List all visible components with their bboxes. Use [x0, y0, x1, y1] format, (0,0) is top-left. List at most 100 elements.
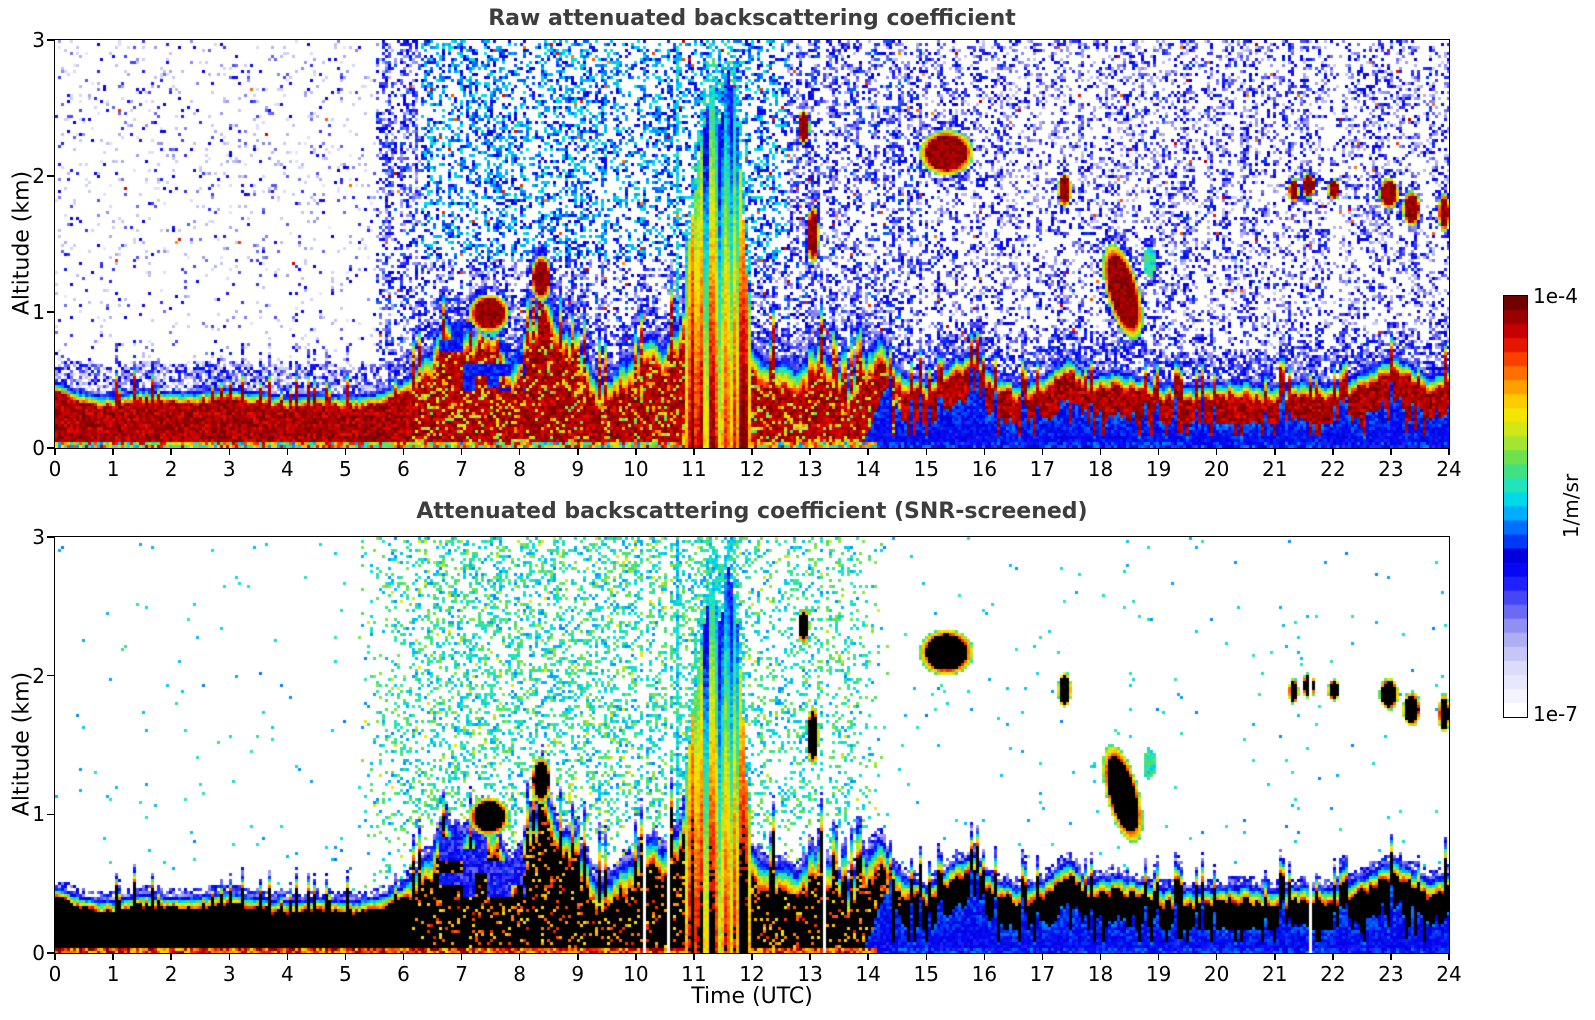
x-tick — [1274, 953, 1276, 960]
x-tick-label: 11 — [681, 962, 707, 986]
x-tick — [1448, 953, 1450, 960]
x-tick-label: 10 — [623, 962, 649, 986]
x-tick-label: 5 — [339, 962, 352, 986]
y-tick — [47, 447, 54, 449]
x-tick-label: 14 — [855, 962, 881, 986]
x-tick — [1332, 953, 1334, 960]
x-tick-label: 3 — [222, 962, 236, 986]
panel1-y-axis-label: Altitude (km) — [9, 170, 35, 316]
colorbar — [1503, 295, 1527, 717]
y-tick — [47, 39, 54, 41]
x-tick-label: 9 — [571, 457, 585, 481]
x-tick-label: 4 — [280, 457, 294, 481]
y-tick-label: 2 — [32, 164, 45, 188]
x-tick — [1157, 953, 1160, 960]
x-tick — [809, 448, 811, 455]
x-tick-label: 15 — [913, 962, 939, 986]
x-tick — [54, 448, 56, 455]
y-tick — [47, 813, 54, 816]
x-tick-label: 7 — [455, 457, 468, 481]
x-tick-label: 22 — [1320, 457, 1346, 481]
x-tick-label: 11 — [681, 457, 707, 481]
x-tick-label: 21 — [1262, 962, 1288, 986]
x-tick — [170, 448, 172, 455]
x-tick-label: 20 — [1203, 457, 1230, 481]
x-tick — [228, 953, 230, 960]
y-tick — [47, 674, 54, 677]
x-tick-label: 3 — [222, 457, 236, 481]
x-tick — [1157, 448, 1160, 455]
x-tick-label: 12 — [739, 962, 765, 986]
x-tick — [1448, 448, 1450, 455]
x-tick — [286, 448, 289, 455]
x-tick — [867, 953, 869, 960]
x-tick-label: 0 — [48, 962, 62, 986]
x-tick-label: 2 — [164, 962, 178, 986]
x-tick-label: 17 — [1029, 962, 1056, 986]
x-tick-label: 8 — [513, 962, 527, 986]
panel1-plot-frame — [53, 38, 1450, 449]
x-tick-label: 9 — [571, 962, 585, 986]
x-tick-label: 10 — [623, 457, 649, 481]
x-tick-label: 6 — [397, 962, 410, 986]
x-tick-label: 0 — [48, 457, 62, 481]
panel1-title: Raw attenuated backscattering coefficien… — [488, 6, 1016, 31]
x-tick-label: 16 — [971, 962, 998, 986]
x-tick-label: 20 — [1203, 962, 1230, 986]
x-tick — [1041, 953, 1044, 960]
x-tick — [693, 953, 695, 960]
x-tick — [1215, 448, 1218, 455]
x-tick-label: 1 — [106, 457, 120, 481]
x-tick — [635, 448, 637, 455]
x-tick — [867, 448, 869, 455]
y-tick — [47, 536, 54, 538]
x-tick — [112, 953, 114, 960]
x-tick — [344, 448, 347, 455]
x-tick-label: 12 — [739, 457, 765, 481]
x-tick — [693, 448, 695, 455]
x-tick-label: 4 — [280, 962, 294, 986]
colorbar-unit-label: 1/m/sr — [1559, 473, 1583, 539]
colorbar-frame — [1502, 294, 1528, 718]
y-tick — [47, 175, 54, 177]
panel2-heatmap — [54, 536, 1449, 953]
x-tick — [460, 953, 463, 960]
x-tick — [1215, 953, 1218, 960]
x-tick-label: 22 — [1320, 962, 1346, 986]
x-tick-label: 5 — [339, 457, 352, 481]
y-tick-label: 3 — [32, 525, 45, 549]
x-tick — [402, 448, 405, 455]
x-tick — [809, 953, 811, 960]
y-tick-label: 3 — [32, 28, 45, 52]
x-tick — [228, 448, 230, 455]
x-tick — [577, 448, 579, 455]
x-tick-label: 8 — [513, 457, 527, 481]
x-tick-label: 18 — [1087, 962, 1114, 986]
x-tick-label: 14 — [855, 457, 881, 481]
x-tick — [635, 953, 637, 960]
x-tick-label: 1 — [106, 962, 120, 986]
x-tick-label: 6 — [397, 457, 410, 481]
y-tick-label: 1 — [32, 802, 45, 827]
x-tick — [983, 448, 986, 455]
x-tick-label: 21 — [1262, 457, 1288, 481]
x-tick — [1390, 953, 1392, 960]
y-tick-label: 0 — [32, 436, 45, 460]
x-tick-label: 23 — [1378, 962, 1404, 986]
x-tick — [1274, 448, 1276, 455]
x-tick-label: 19 — [1145, 962, 1172, 986]
y-tick-label: 2 — [32, 663, 45, 688]
colorbar-min-label: 1e-7 — [1533, 702, 1578, 726]
x-tick-label: 7 — [455, 962, 468, 986]
x-tick — [286, 953, 289, 960]
y-tick — [47, 952, 54, 954]
x-tick — [925, 953, 927, 960]
x-tick — [1099, 448, 1102, 455]
x-tick — [1099, 953, 1102, 960]
x-tick-label: 2 — [164, 457, 178, 481]
x-tick — [1041, 448, 1044, 455]
x-tick-label: 15 — [913, 457, 939, 481]
y-tick — [47, 311, 54, 313]
x-tick — [402, 953, 405, 960]
